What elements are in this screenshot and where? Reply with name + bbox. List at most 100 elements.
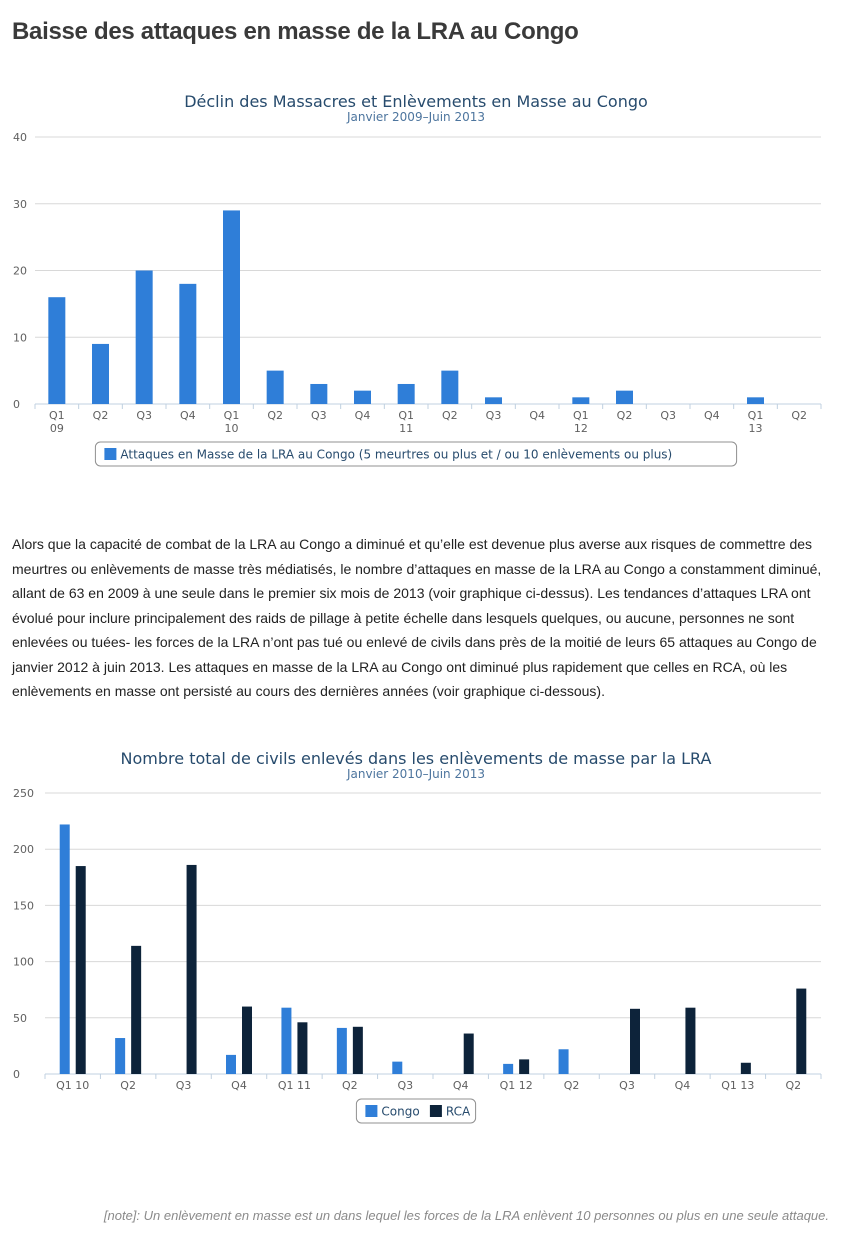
- x-tick-label: Q2: [564, 1079, 580, 1092]
- legend-swatch[interactable]: [104, 448, 117, 460]
- x-tick-label: 11: [399, 422, 413, 435]
- x-tick-label: Q1: [224, 409, 240, 422]
- x-tick-label: Q1 11: [278, 1079, 311, 1092]
- x-tick-label: Q1: [748, 409, 764, 422]
- y-tick-label: 200: [13, 843, 34, 856]
- bar[interactable]: [747, 397, 764, 404]
- y-tick-label: 50: [13, 1012, 27, 1025]
- x-tick-label: Q3: [176, 1079, 192, 1092]
- bar[interactable]: [519, 1059, 530, 1074]
- bar[interactable]: [441, 370, 459, 404]
- legend-label[interactable]: Congo: [381, 1105, 419, 1119]
- legend: [355, 1098, 477, 1124]
- bar[interactable]: [48, 297, 66, 404]
- chart-svg: Déclin des Massacres et Enlèvements en M…: [13, 92, 822, 467]
- bar[interactable]: [354, 390, 371, 404]
- bar[interactable]: [336, 1027, 347, 1074]
- x-tick-label: 12: [574, 422, 588, 435]
- x-tick-label: Q2: [442, 409, 458, 422]
- bar[interactable]: [59, 824, 70, 1074]
- y-tick-label: 150: [13, 899, 34, 912]
- bar[interactable]: [616, 390, 633, 404]
- bar[interactable]: [92, 343, 109, 404]
- y-tick-label: 20: [13, 265, 27, 278]
- x-tick-label: Q3: [136, 409, 152, 422]
- chart-subtitle: Janvier 2009–Juin 2013: [346, 110, 485, 124]
- y-tick-label: 100: [13, 956, 34, 969]
- abductions-chart: Nombre total de civils enlevés dans les …: [0, 735, 853, 1135]
- chart-title: Nombre total de civils enlevés dans les …: [121, 749, 712, 768]
- y-tick-label: 0: [13, 1068, 20, 1081]
- x-tick-label: Q3: [311, 409, 327, 422]
- x-tick-label: Q1 12: [500, 1079, 533, 1092]
- x-tick-label: 09: [50, 422, 64, 435]
- legend-label[interactable]: Attaques en Masse de la LRA au Congo (5 …: [120, 448, 672, 462]
- bar[interactable]: [115, 1038, 126, 1074]
- bar[interactable]: [223, 210, 240, 404]
- legend-label[interactable]: RCA: [446, 1105, 471, 1119]
- x-tick-label: Q2: [785, 1079, 801, 1092]
- x-tick-label: Q3: [660, 409, 676, 422]
- legend-swatch[interactable]: [429, 1105, 442, 1117]
- x-tick-label: Q1 10: [56, 1079, 89, 1092]
- x-tick-label: Q2: [93, 409, 109, 422]
- x-tick-label: Q2: [267, 409, 283, 422]
- x-tick-label: Q4: [529, 409, 545, 422]
- bar[interactable]: [796, 988, 807, 1074]
- bar[interactable]: [630, 1008, 640, 1074]
- bar[interactable]: [186, 864, 197, 1074]
- body-paragraph: Alors que la capacité de combat de la LR…: [12, 536, 822, 699]
- bar[interactable]: [740, 1062, 751, 1074]
- bar[interactable]: [135, 270, 153, 405]
- x-tick-label: Q1: [573, 409, 589, 422]
- bar[interactable]: [242, 1006, 252, 1074]
- y-tick-label: 0: [13, 398, 20, 411]
- x-tick-label: Q4: [355, 409, 371, 422]
- y-tick-label: 30: [13, 198, 27, 211]
- x-tick-label: 10: [225, 422, 239, 435]
- x-tick-label: 13: [749, 422, 763, 435]
- attacks-chart: Déclin des Massacres et Enlèvements en M…: [0, 80, 853, 480]
- page-title: Baisse des attaques en masse de la LRA a…: [12, 18, 579, 45]
- bar[interactable]: [75, 866, 86, 1074]
- x-tick-label: Q1: [49, 409, 65, 422]
- legend: [94, 441, 738, 467]
- bar[interactable]: [392, 1061, 403, 1074]
- bar[interactable]: [397, 383, 415, 404]
- x-tick-label: Q2: [791, 409, 807, 422]
- y-tick-label: 40: [13, 131, 27, 144]
- legend-swatch[interactable]: [365, 1105, 378, 1117]
- bar[interactable]: [179, 283, 197, 404]
- bar[interactable]: [310, 383, 328, 404]
- x-tick-label: Q2: [617, 409, 633, 422]
- x-tick-label: Q3: [619, 1079, 635, 1092]
- bar[interactable]: [685, 1007, 696, 1074]
- x-tick-label: Q1: [398, 409, 414, 422]
- y-tick-label: 10: [13, 331, 27, 344]
- bar[interactable]: [281, 1007, 292, 1074]
- bar[interactable]: [503, 1063, 514, 1074]
- x-tick-label: Q4: [231, 1079, 247, 1092]
- y-tick-label: 250: [13, 787, 34, 800]
- x-tick-label: Q4: [704, 409, 720, 422]
- bar[interactable]: [266, 370, 284, 404]
- x-tick-label: Q3: [397, 1079, 413, 1092]
- x-tick-label: Q4: [675, 1079, 691, 1092]
- chart-subtitle: Janvier 2010–Juin 2013: [346, 767, 485, 781]
- bar[interactable]: [297, 1022, 308, 1074]
- bar[interactable]: [485, 397, 502, 404]
- bar[interactable]: [558, 1049, 569, 1074]
- chart-title: Déclin des Massacres et Enlèvements en M…: [184, 92, 648, 111]
- x-tick-label: Q2: [120, 1079, 136, 1092]
- bar[interactable]: [352, 1026, 363, 1074]
- x-tick-label: Q4: [453, 1079, 469, 1092]
- x-tick-label: Q3: [486, 409, 502, 422]
- bar[interactable]: [131, 945, 142, 1074]
- bar[interactable]: [226, 1054, 236, 1074]
- bar[interactable]: [572, 397, 590, 404]
- bar[interactable]: [463, 1033, 474, 1074]
- x-tick-label: Q4: [180, 409, 196, 422]
- footnote: [note]: Un enlèvement en masse est un da…: [103, 1208, 829, 1223]
- x-tick-label: Q2: [342, 1079, 358, 1092]
- x-tick-label: Q1 13: [721, 1079, 754, 1092]
